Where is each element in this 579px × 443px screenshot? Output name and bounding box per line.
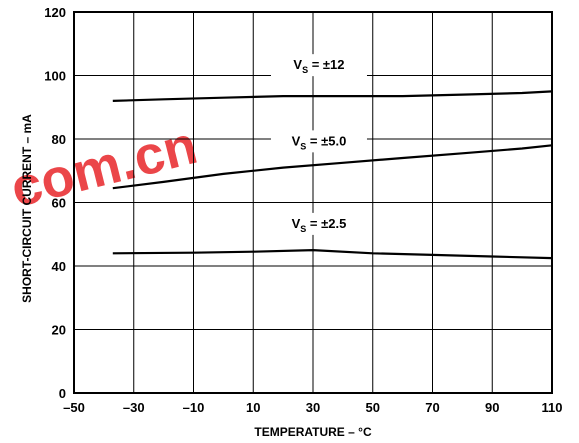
plot-frame xyxy=(73,11,553,394)
y-tick-label: 100 xyxy=(44,69,66,84)
series-label-1: VS = ±12 xyxy=(293,57,344,75)
y-tick-label: 80 xyxy=(52,132,66,147)
x-tick-label: 90 xyxy=(485,400,499,415)
series-label-bg xyxy=(270,130,367,153)
series-label-3: VS = ±2.5 xyxy=(292,216,347,234)
series-label-bg xyxy=(270,212,367,235)
y-tick-label: 120 xyxy=(44,5,66,20)
y-axis-title: SHORT-CIRCUIT CURRENT – mA xyxy=(20,114,34,303)
x-tick-label: –50 xyxy=(63,400,85,415)
x-tick-label: 110 xyxy=(542,400,563,415)
series-line-2 xyxy=(112,144,553,190)
series-line-1 xyxy=(112,90,553,102)
y-tick-label: 20 xyxy=(52,323,66,338)
x-tick-label: 10 xyxy=(246,400,260,415)
grid xyxy=(74,12,552,393)
series-label-bg xyxy=(270,54,367,77)
y-tick-label: 40 xyxy=(52,259,66,274)
x-tick-label: 50 xyxy=(366,400,380,415)
x-tick-label: –30 xyxy=(123,400,145,415)
x-tick-label: 70 xyxy=(425,400,439,415)
x-tick-label: –10 xyxy=(183,400,205,415)
series-label-2: VS = ±5.0 xyxy=(292,133,347,151)
x-axis-title: TEMPERATURE – °C xyxy=(254,425,372,439)
y-tick-label: 60 xyxy=(52,196,66,211)
series-line-3 xyxy=(112,248,553,260)
y-tick-label: 0 xyxy=(59,386,66,401)
watermark-text: com.cn xyxy=(5,115,203,219)
x-tick-label: 30 xyxy=(306,400,320,415)
